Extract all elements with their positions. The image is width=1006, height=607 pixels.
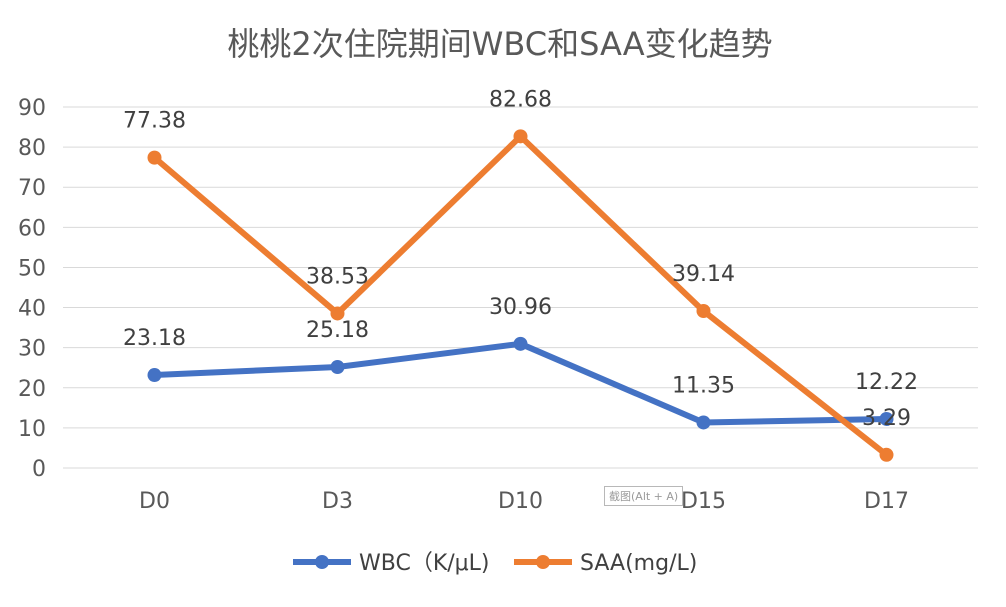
data-label: 3.29 — [862, 406, 911, 431]
data-label: 25.18 — [306, 318, 369, 343]
y-tick-label: 40 — [18, 297, 46, 322]
data-labels: 23.18 25.18 30.96 11.35 12.22 77.38 38.53 82.68… — [123, 87, 918, 430]
x-axis-ticks: D0 D3 D10 D15 D17 — [139, 489, 909, 514]
data-label: 39.14 — [672, 262, 735, 287]
data-point — [147, 368, 162, 383]
y-tick-label: 60 — [18, 216, 46, 241]
screenshot-tooltip: 截图(Alt + A) — [604, 486, 684, 506]
x-tick-label: D10 — [498, 489, 543, 514]
legend-label: SAA(mg/L) — [580, 551, 697, 576]
x-tick-label: D0 — [139, 489, 170, 514]
data-label: 30.96 — [489, 295, 552, 320]
y-axis-ticks: 0 10 20 30 40 50 60 70 80 90 — [18, 96, 46, 482]
data-label: 82.68 — [489, 87, 552, 112]
y-tick-label: 30 — [18, 337, 46, 362]
data-point — [696, 415, 711, 430]
data-label: 23.18 — [123, 326, 186, 351]
x-tick-label: D3 — [322, 489, 353, 514]
y-tick-label: 20 — [18, 377, 46, 402]
data-point — [147, 150, 162, 165]
y-tick-label: 90 — [18, 96, 46, 121]
legend-swatch-marker — [315, 555, 329, 569]
x-tick-label: D15 — [681, 489, 726, 514]
data-point — [879, 447, 894, 462]
data-point — [513, 336, 528, 351]
y-tick-label: 50 — [18, 256, 46, 281]
series-line-0 — [151, 340, 890, 426]
grid-lines — [63, 106, 978, 469]
y-tick-label: 0 — [32, 457, 46, 482]
data-label: 38.53 — [306, 264, 369, 289]
data-label: 77.38 — [123, 109, 186, 134]
data-point — [696, 304, 711, 319]
data-point — [330, 306, 345, 321]
y-tick-label: 10 — [18, 417, 46, 442]
data-label: 11.35 — [672, 373, 735, 398]
y-tick-label: 70 — [18, 176, 46, 201]
data-point — [330, 360, 345, 375]
series-lines — [147, 129, 894, 462]
x-tick-label: D17 — [864, 489, 909, 514]
data-point — [879, 411, 894, 426]
y-tick-label: 80 — [18, 136, 46, 161]
chart-title: 桃桃2次住院期间WBC和SAA变化趋势 — [227, 25, 772, 63]
legend: WBC（K/μL) SAA(mg/L) — [293, 551, 697, 576]
legend-swatch-marker — [536, 555, 550, 569]
data-point — [513, 129, 528, 144]
data-label: 12.22 — [855, 370, 918, 395]
legend-label: WBC（K/μL) — [359, 551, 490, 576]
